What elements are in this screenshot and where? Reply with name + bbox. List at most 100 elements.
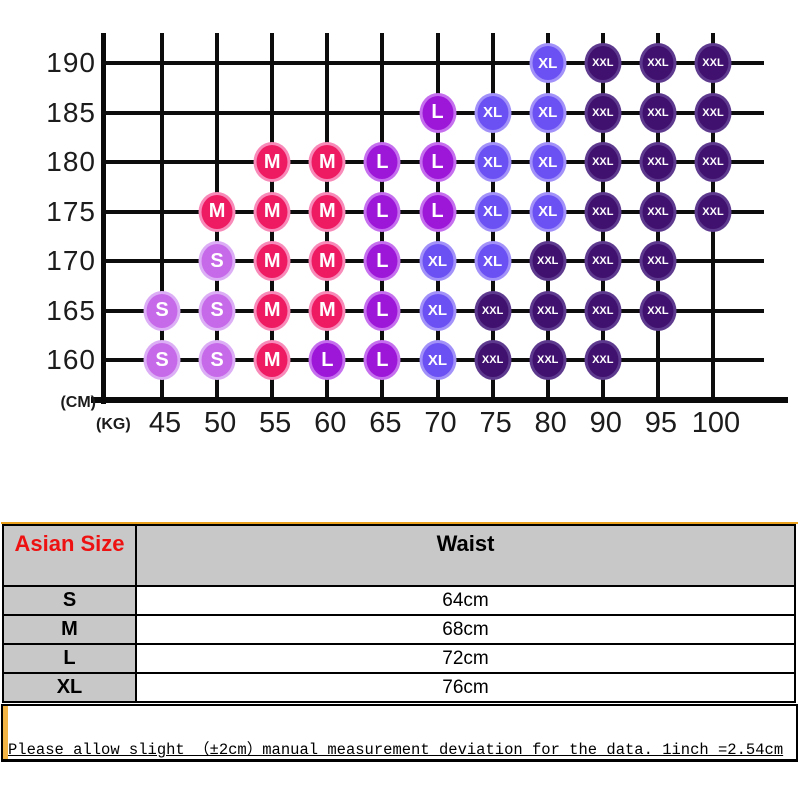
size-cell: XL xyxy=(2,672,137,703)
x-tick-label: 70 xyxy=(424,407,457,439)
size-bubble-xl-70kg-160cm: XL xyxy=(419,340,456,380)
waist-cell: 72cm xyxy=(135,643,796,674)
grid-line-vertical xyxy=(160,33,164,400)
size-bubble-xxl-95kg-180cm: XXL xyxy=(639,142,677,182)
x-tick-label: 80 xyxy=(534,407,567,439)
cm-axis-unit-label: (CM) xyxy=(60,394,96,411)
y-tick-label: 165 xyxy=(46,294,96,326)
waist-size-table: Asian Size Waist S 64cm M 68cm L 72cm XL… xyxy=(2,524,796,703)
size-bubble-m-55kg-160cm: M xyxy=(253,340,291,380)
size-cell: L xyxy=(2,643,137,674)
table-row: L 72cm xyxy=(2,643,796,674)
size-bubble-s-50kg-170cm: S xyxy=(198,241,236,281)
note-left-accent xyxy=(3,706,8,759)
size-bubble-s-45kg-165cm: S xyxy=(143,290,181,331)
size-cell: M xyxy=(2,614,137,645)
size-bubble-xxl-100kg-190cm: XXL xyxy=(694,43,732,83)
size-bubble-m-55kg-180cm: M xyxy=(253,142,291,182)
waist-header: Waist xyxy=(135,524,796,587)
size-bubble-xxl-80kg-165cm: XXL xyxy=(529,290,567,331)
height-weight-size-chart: 45 50 55 60 65 70 75 80 90 95 100 190 185 180 175 170 16… xyxy=(46,33,788,439)
size-bubble-xl-80kg-175cm: XL xyxy=(529,191,567,232)
y-axis-line xyxy=(101,33,106,404)
x-tick-label: 95 xyxy=(644,407,678,439)
y-tick-label: 185 xyxy=(46,96,96,128)
size-bubble-xxl-80kg-160cm: XXL xyxy=(529,340,567,380)
size-bubble-xxl-90kg-160cm: XXL xyxy=(584,340,622,380)
x-tick-label: 75 xyxy=(479,407,512,439)
size-bubble-xl-80kg-190cm: XL xyxy=(529,43,567,83)
size-bubble-m-55kg-175cm: M xyxy=(253,191,291,232)
x-tick-label: 55 xyxy=(259,407,292,439)
size-bubble-l-60kg-160cm: L xyxy=(308,340,346,380)
table-row: M 68cm xyxy=(2,614,796,645)
size-bubble-xl-75kg-175cm: XL xyxy=(474,191,512,232)
y-tick-label: 180 xyxy=(46,146,96,177)
x-tick-label: 90 xyxy=(589,407,622,439)
size-bubble-xxl-95kg-185cm: XXL xyxy=(639,92,677,133)
waist-cell: 76cm xyxy=(135,672,796,703)
size-bubble-m-60kg-170cm: M xyxy=(308,241,346,281)
size-bubble-xxl-90kg-175cm: XXL xyxy=(584,191,622,232)
size-bubble-l-65kg-170cm: L xyxy=(363,241,401,281)
size-bubble-l-65kg-175cm: L xyxy=(363,191,401,232)
size-bubble-xl-70kg-170cm: XL xyxy=(419,241,456,281)
measurement-note-text: Please allow slight （±2cm）manual measure… xyxy=(8,741,784,759)
size-bubble-xl-80kg-185cm: XL xyxy=(529,92,567,133)
size-bubble-xxl-100kg-185cm: XXL xyxy=(694,92,732,133)
x-tick-label: 45 xyxy=(148,407,182,439)
size-bubble-xxl-90kg-185cm: XXL xyxy=(584,92,622,133)
size-bubble-xxl-90kg-180cm: XXL xyxy=(584,142,622,182)
size-bubble-xxl-75kg-160cm: XXL xyxy=(474,340,512,380)
size-bubble-xxl-95kg-170cm: XXL xyxy=(639,241,677,281)
size-bubble-xxl-100kg-175cm: XXL xyxy=(694,191,732,232)
size-bubble-xxl-95kg-165cm: XXL xyxy=(639,290,677,331)
size-bubble-xl-75kg-180cm: XL xyxy=(474,142,512,182)
size-bubble-xxl-90kg-190cm: XXL xyxy=(584,43,622,83)
size-bubble-s-50kg-165cm: S xyxy=(198,290,236,331)
size-bubble-m-60kg-165cm: M xyxy=(308,290,346,331)
size-bubble-l-70kg-175cm: L xyxy=(419,191,456,232)
x-tick-label: 50 xyxy=(203,407,237,439)
size-bubble-xxl-100kg-180cm: XXL xyxy=(694,142,732,182)
size-bubble-l-65kg-165cm: L xyxy=(363,290,401,331)
size-bubble-s-45kg-160cm: S xyxy=(143,340,181,380)
size-bubble-s-50kg-160cm: S xyxy=(198,340,236,380)
kg-axis-unit-label: (KG) xyxy=(96,416,131,433)
table-header-row: Asian Size Waist xyxy=(2,524,796,587)
y-tick-label: 160 xyxy=(46,344,96,375)
x-tick-label: 100 xyxy=(691,407,741,439)
size-bubble-xxl-95kg-175cm: XXL xyxy=(639,191,677,232)
size-bubble-xl-70kg-165cm: XL xyxy=(419,290,456,331)
size-bubble-xxl-75kg-165cm: XXL xyxy=(474,290,512,331)
size-bubble-l-65kg-180cm: L xyxy=(363,142,401,182)
x-tick-label: 60 xyxy=(314,407,347,439)
measurement-note-box: Please allow slight （±2cm）manual measure… xyxy=(1,704,798,762)
x-tick-label: 65 xyxy=(369,407,402,439)
size-bubble-m-55kg-165cm: M xyxy=(253,290,291,331)
y-tick-label: 190 xyxy=(46,47,96,78)
x-axis-line xyxy=(91,397,788,403)
grid-line-horizontal xyxy=(101,61,764,65)
size-bubble-xl-75kg-185cm: XL xyxy=(474,92,512,133)
size-bubble-xxl-90kg-165cm: XXL xyxy=(584,290,622,331)
size-bubble-m-50kg-175cm: M xyxy=(198,191,236,232)
y-tick-label: 175 xyxy=(46,195,96,227)
table-top-accent-line xyxy=(1,522,798,524)
size-bubble-xxl-95kg-190cm: XXL xyxy=(639,43,677,83)
size-bubble-m-55kg-170cm: M xyxy=(253,241,291,281)
table-row: S 64cm xyxy=(2,585,796,616)
size-cell: S xyxy=(2,585,137,616)
size-bubble-xxl-90kg-170cm: XXL xyxy=(584,241,622,281)
size-bubble-xxl-80kg-170cm: XXL xyxy=(529,241,567,281)
size-bubble-m-60kg-175cm: M xyxy=(308,191,346,232)
size-bubble-xl-75kg-170cm: XL xyxy=(474,241,512,281)
y-tick-label: 170 xyxy=(46,245,96,276)
size-bubble-l-70kg-185cm: L xyxy=(419,92,456,133)
size-bubble-l-65kg-160cm: L xyxy=(363,340,401,380)
asian-size-header: Asian Size xyxy=(2,524,137,587)
size-bubble-xl-80kg-180cm: XL xyxy=(529,142,567,182)
size-bubble-l-70kg-180cm: L xyxy=(419,142,456,182)
size-bubble-m-60kg-180cm: M xyxy=(308,142,346,182)
